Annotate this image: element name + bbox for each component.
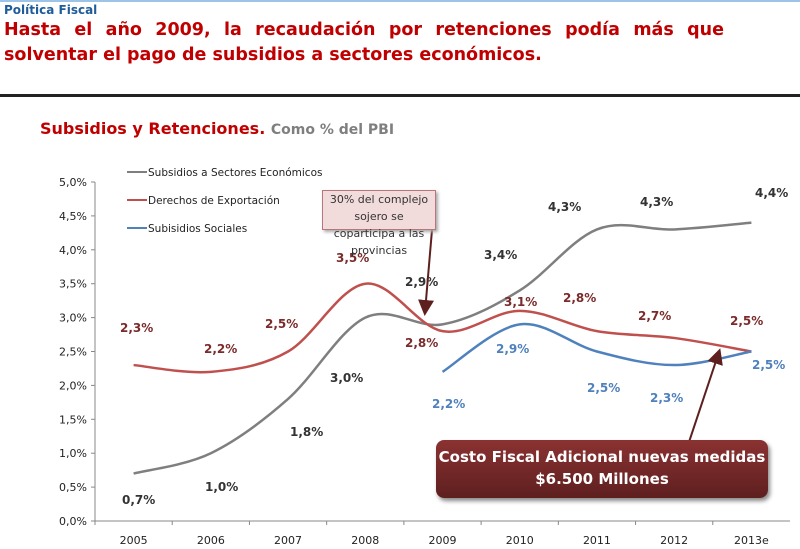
cost-box: Costo Fiscal Adicional nuevas medidas $6…	[436, 440, 768, 498]
data-label: 3,0%	[330, 371, 363, 385]
data-label: 2,9%	[496, 342, 529, 356]
data-label: 3,5%	[336, 251, 369, 265]
headline: Hasta el año 2009, la recaudación por re…	[4, 20, 724, 65]
y-tick-label: 4,5%	[59, 210, 87, 223]
data-label: 2,5%	[752, 358, 785, 372]
data-label: 2,3%	[120, 321, 153, 335]
data-label: 2,7%	[638, 309, 671, 323]
x-tick-label: 2013e	[734, 534, 769, 547]
y-tick-label: 5,0%	[59, 176, 87, 189]
data-label: 4,3%	[640, 195, 673, 209]
section-label: Política Fiscal	[4, 3, 98, 17]
y-tick-label: 0,0%	[59, 515, 87, 528]
cost-arrow	[687, 348, 723, 446]
y-tick-label: 1,5%	[59, 413, 87, 426]
x-tick-label: 2005	[120, 534, 148, 547]
series-line-0	[133, 221, 752, 475]
x-tick-label: 2012	[660, 534, 688, 547]
data-label: 3,1%	[504, 295, 537, 309]
y-tick-label: 3,0%	[59, 312, 87, 325]
data-label: 4,3%	[548, 200, 581, 214]
data-label: 3,4%	[484, 248, 517, 262]
data-label: 2,8%	[405, 336, 438, 350]
data-label: 4,4%	[755, 186, 788, 200]
y-tick-label: 0,5%	[59, 481, 87, 494]
data-label: 2,8%	[563, 291, 596, 305]
y-tick-label: 4,0%	[59, 244, 87, 257]
data-label: 2,9%	[405, 275, 438, 289]
data-label: 2,5%	[587, 381, 620, 395]
x-tick-label: 2008	[351, 534, 379, 547]
data-label: 2,5%	[265, 317, 298, 331]
x-tick-label: 2009	[429, 534, 457, 547]
data-label: 2,2%	[432, 397, 465, 411]
divider	[0, 94, 800, 97]
chart-title: Subsidios y Retenciones. Como % del PBI	[40, 119, 394, 138]
y-tick-label: 1,0%	[59, 447, 87, 460]
series-line-1	[133, 282, 752, 374]
legend-entry: Subsidios a Sectores Económicos	[148, 167, 322, 179]
data-label: 2,5%	[730, 314, 763, 328]
series-line-2	[441, 322, 752, 373]
x-tick-label: 2007	[274, 534, 302, 547]
x-tick-label: 2010	[506, 534, 534, 547]
x-tick-label: 2006	[197, 534, 225, 547]
chart-subtitle: Como % del PBI	[270, 122, 395, 138]
y-tick-label: 2,5%	[59, 346, 87, 359]
data-label: 1,8%	[290, 425, 323, 439]
chart-title-text: Subsidios y Retenciones.	[40, 119, 266, 138]
data-label: 2,3%	[650, 391, 683, 405]
data-label: 0,7%	[122, 493, 155, 507]
callout-arrow	[418, 229, 434, 316]
y-tick-label: 2,0%	[59, 379, 87, 392]
data-label: 2,2%	[204, 342, 237, 356]
top-border	[0, 0, 800, 2]
legend-entry: Subisidios Sociales	[148, 223, 247, 235]
data-label: 1,0%	[205, 480, 238, 494]
legend-entry: Derechos de Exportación	[148, 195, 280, 207]
y-tick-label: 3,5%	[59, 278, 87, 291]
x-tick-label: 2011	[583, 534, 611, 547]
callout-box: 30% del complejo sojero se coparticipa a…	[322, 190, 436, 257]
